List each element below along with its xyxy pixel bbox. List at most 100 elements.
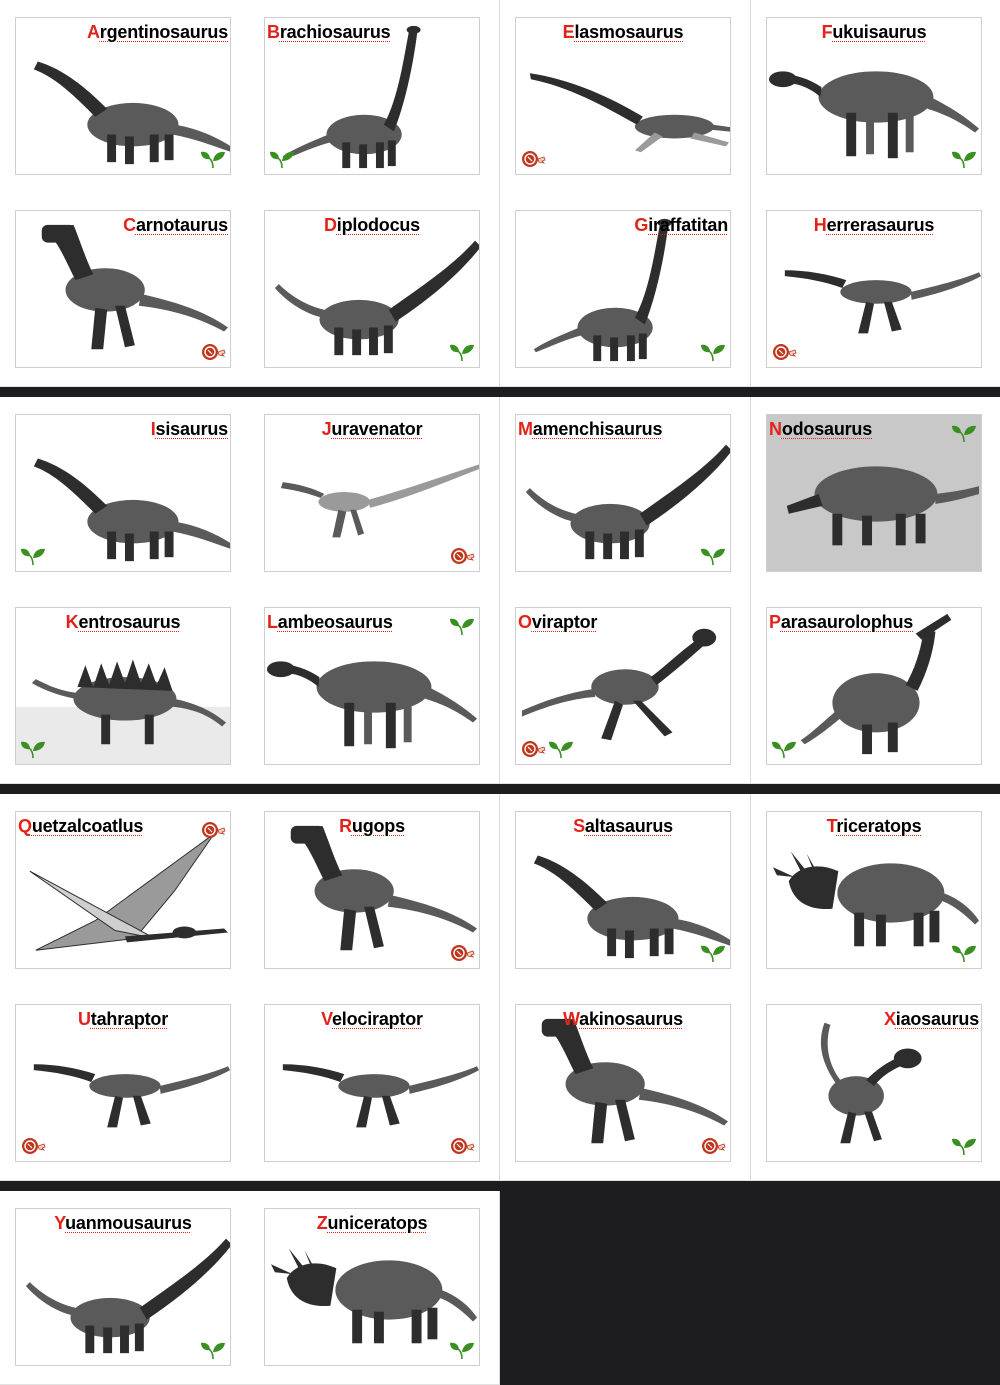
name-initial: V <box>321 1009 332 1029</box>
leaf-icon <box>20 546 46 566</box>
card-cell: Lambeosaurus <box>249 590 500 784</box>
leaf-icon <box>951 1136 977 1156</box>
meat-icon <box>520 739 546 759</box>
card-cell: Oviraptor <box>500 590 751 784</box>
name-rest: arnotaurus <box>135 215 228 235</box>
meat-icon <box>200 820 226 840</box>
name-rest: uniceratops <box>327 1213 428 1233</box>
name-rest: altasaurus <box>584 816 673 836</box>
name-initial: W <box>563 1009 580 1029</box>
dinosaur-name: Giraffatitan <box>634 215 728 236</box>
name-initial: F <box>821 22 833 42</box>
card-cell: Quetzalcoatlus <box>0 794 251 988</box>
name-initial: I <box>150 419 156 439</box>
name-rest: rgentinosaurus <box>99 22 228 42</box>
card-cell: Saltasaurus <box>500 794 751 988</box>
name-rest: ugops <box>351 816 405 836</box>
card-cell: Velociraptor <box>249 987 500 1181</box>
card-cell: Isisaurus <box>0 397 251 591</box>
dinosaur-name: Diplodocus <box>265 215 479 236</box>
leaf-icon <box>700 342 726 362</box>
name-initial: K <box>65 612 79 632</box>
dinosaur-card: Velociraptor <box>264 1004 480 1162</box>
leaf-icon <box>951 943 977 963</box>
name-rest: iraffatitan <box>648 215 728 235</box>
dinosaur-card: Wakinosaurus <box>515 1004 731 1162</box>
card-cell: Brachiosaurus <box>249 0 500 194</box>
card-cell: Nodosaurus <box>751 397 1000 591</box>
name-initial: U <box>77 1009 91 1029</box>
name-initial: E <box>562 22 575 42</box>
dinosaur-name: Carnotaurus <box>123 215 228 236</box>
name-initial: L <box>267 612 278 632</box>
name-rest: lasmosaurus <box>574 22 684 42</box>
meat-icon <box>771 342 797 362</box>
card-cell: Kentrosaurus <box>0 590 251 784</box>
leaf-icon <box>771 739 797 759</box>
dinosaur-name: Elasmosaurus <box>516 22 730 43</box>
dinosaur-name: Saltasaurus <box>516 816 730 837</box>
leaf-icon <box>548 739 574 759</box>
name-rest: riceratops <box>836 816 922 836</box>
dinosaur-card: Argentinosaurus <box>15 17 231 175</box>
dinosaur-name: Herrerasaurus <box>767 215 981 236</box>
name-rest: entrosaurus <box>78 612 181 632</box>
card-cell: Mamenchisaurus <box>500 397 751 591</box>
name-rest: tahraptor <box>90 1009 169 1029</box>
dinosaur-name: Lambeosaurus <box>267 612 393 633</box>
dinosaur-name: Wakinosaurus <box>516 1009 730 1030</box>
meat-icon <box>700 1136 726 1156</box>
name-rest: odosaurus <box>781 419 873 439</box>
leaf-icon <box>449 342 475 362</box>
name-rest: uravenator <box>331 419 423 439</box>
name-rest: iaosaurus <box>895 1009 979 1029</box>
dinosaur-card: Fukuisaurus <box>766 17 982 175</box>
card-cell: Xiaosaurus <box>751 987 1000 1181</box>
card-cell: Utahraptor <box>0 987 251 1181</box>
name-initial: J <box>321 419 332 439</box>
dinosaur-card: Xiaosaurus <box>766 1004 982 1162</box>
dinosaur-card: Triceratops <box>766 811 982 969</box>
name-rest: arasaurolophus <box>780 612 914 632</box>
leaf-icon <box>700 943 726 963</box>
dinosaur-name: Isisaurus <box>151 419 228 440</box>
name-rest: iplodocus <box>336 215 420 235</box>
dinosaur-name: Juravenator <box>265 419 479 440</box>
meat-icon <box>449 943 475 963</box>
name-rest: amenchisaurus <box>532 419 663 439</box>
meat-icon <box>449 546 475 566</box>
card-cell: Diplodocus <box>249 193 500 387</box>
dinosaur-name: Yuanmousaurus <box>16 1213 230 1234</box>
dinosaur-card: Mamenchisaurus <box>515 414 731 572</box>
card-cell: Carnotaurus <box>0 193 251 387</box>
leaf-icon <box>449 1340 475 1360</box>
dinosaur-name: Xiaosaurus <box>884 1009 979 1030</box>
dinosaur-name: Oviraptor <box>518 612 597 633</box>
meat-icon <box>200 342 226 362</box>
leaf-icon <box>269 149 295 169</box>
meat-icon <box>520 149 546 169</box>
dinosaur-name: Brachiosaurus <box>267 22 391 43</box>
name-rest: akinosaurus <box>579 1009 683 1029</box>
dinosaur-card: Kentrosaurus <box>15 607 231 765</box>
dinosaur-name: Fukuisaurus <box>767 22 981 43</box>
name-initial: G <box>634 215 649 235</box>
dinosaur-card: Elasmosaurus <box>515 17 731 175</box>
card-cell: Wakinosaurus <box>500 987 751 1181</box>
leaf-icon <box>700 546 726 566</box>
card-cell: Herrerasaurus <box>751 193 1000 387</box>
leaf-icon <box>951 423 977 443</box>
dinosaur-card: Giraffatitan <box>515 210 731 368</box>
name-initial: H <box>813 215 827 235</box>
leaf-icon <box>200 149 226 169</box>
name-initial: P <box>769 612 781 632</box>
dinosaur-name: Rugops <box>265 816 479 837</box>
dinosaur-card: Juravenator <box>264 414 480 572</box>
name-initial: Y <box>54 1213 66 1233</box>
name-rest: ambeosaurus <box>277 612 393 632</box>
name-initial: D <box>323 215 337 235</box>
card-cell: Juravenator <box>249 397 500 591</box>
meat-icon <box>20 1136 46 1156</box>
name-rest: errerasaurus <box>826 215 935 235</box>
card-cell: Zuniceratops <box>249 1191 500 1385</box>
